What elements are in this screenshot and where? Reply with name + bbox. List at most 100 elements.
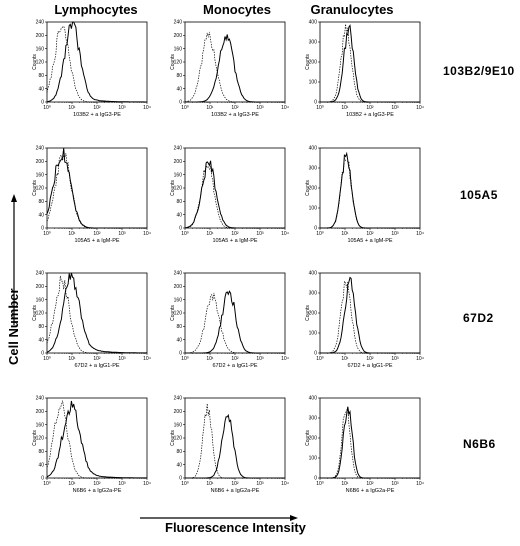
x-tick-label: 10³	[391, 356, 399, 362]
y-tick-label: 0	[314, 351, 317, 357]
histogram-panel: 0 100 200 300 400 Counts 10⁰ 10¹ 10² 10³ 10⁴ 105A5 …	[305, 146, 424, 244]
histogram-panels: 0 40 80 120 160 200 240 Counts 10⁰ 10¹ 10² 10³ 10⁴ 10…	[32, 20, 424, 494]
y-tick-label: 80	[38, 324, 44, 330]
y-tick-label: 160	[36, 46, 45, 52]
panel-caption: 103B2 + a IgG3-PE	[73, 112, 121, 118]
x-tick-label: 10¹	[341, 481, 349, 487]
histogram-panel: 0 100 200 300 400 Counts 10⁰ 10¹ 10² 10³ 10⁴ N6B6 +…	[305, 396, 424, 494]
panel-frame	[184, 397, 286, 479]
panel-y-label: Counts	[170, 180, 176, 196]
x-tick-label: 10¹	[341, 105, 349, 111]
x-tick-label: 10¹	[206, 356, 214, 362]
y-tick-label: 240	[36, 146, 45, 152]
y-tick-label: 240	[36, 271, 45, 277]
y-tick-label: 200	[309, 186, 318, 192]
stained-histogram-line	[184, 160, 285, 229]
x-tick-label: 10¹	[68, 231, 76, 237]
x-tick-label: 10⁴	[143, 231, 151, 237]
y-tick-label: 80	[38, 73, 44, 79]
panel-y-label: Counts	[32, 180, 38, 196]
y-tick-label: 40	[38, 86, 44, 92]
x-axis-title: Fluorescence Intensity	[165, 520, 307, 535]
x-axis-title-group: Fluorescence Intensity	[140, 515, 307, 535]
histogram-panel: 0 100 200 300 400 Counts 10⁰ 10¹ 10² 10³ 10⁴ 103B2 …	[305, 20, 424, 118]
x-tick-label: 10³	[118, 231, 126, 237]
y-tick-label: 300	[309, 416, 318, 422]
y-tick-label: 80	[38, 449, 44, 455]
y-tick-label: 200	[174, 33, 183, 39]
control-histogram-line	[46, 153, 147, 229]
y-tick-label: 400	[309, 396, 318, 402]
histogram-panel: 0 100 200 300 400 Counts 10⁰ 10¹ 10² 10³ 10⁴ 67D2 +…	[305, 271, 424, 369]
y-tick-label: 300	[309, 166, 318, 172]
y-tick-label: 0	[314, 476, 317, 482]
control-histogram-line	[46, 400, 147, 479]
x-tick-label: 10⁰	[316, 231, 324, 237]
x-tick-label: 10²	[231, 356, 239, 362]
stained-histogram-line	[320, 406, 420, 479]
panel-y-label: Counts	[32, 54, 38, 70]
y-tick-label: 200	[309, 60, 318, 66]
control-histogram-line	[184, 163, 285, 229]
control-histogram-line	[320, 157, 420, 229]
y-tick-label: 240	[36, 396, 45, 402]
x-tick-label: 10⁰	[316, 356, 324, 362]
panel-frame	[319, 147, 421, 229]
y-tick-label: 240	[174, 271, 183, 277]
x-tick-label: 10⁴	[281, 481, 289, 487]
panel-caption: 103B2 + a IgG3-PE	[346, 112, 394, 118]
y-tick-label: 0	[41, 476, 44, 482]
x-tick-label: 10³	[118, 356, 126, 362]
x-tick-label: 10⁰	[43, 356, 51, 362]
x-tick-label: 10¹	[341, 356, 349, 362]
y-tick-label: 120	[174, 311, 183, 317]
y-tick-label: 160	[174, 422, 183, 428]
panel-frame	[319, 397, 421, 479]
panel-frame	[319, 272, 421, 354]
y-tick-label: 40	[176, 462, 182, 468]
y-tick-label: 0	[179, 226, 182, 232]
stained-histogram-line	[46, 21, 147, 103]
panel-y-label: Counts	[170, 305, 176, 321]
x-tick-label: 10³	[256, 231, 264, 237]
stained-histogram-line	[185, 413, 285, 479]
y-tick-label: 0	[41, 351, 44, 357]
y-tick-label: 160	[36, 422, 45, 428]
y-tick-label: 40	[176, 212, 182, 218]
x-tick-label: 10³	[118, 105, 126, 111]
x-tick-label: 10⁰	[43, 481, 51, 487]
y-tick-label: 0	[314, 100, 317, 106]
control-histogram-line	[185, 403, 285, 479]
row-title-105a5: 105A5	[460, 188, 498, 202]
x-tick-label: 10¹	[206, 481, 214, 487]
stained-histogram-line	[46, 148, 147, 229]
panel-caption: 67D2 + a IgG1-PE	[347, 363, 392, 369]
panel-y-label: Counts	[170, 54, 176, 70]
y-tick-label: 240	[174, 396, 183, 402]
x-tick-label: 10³	[391, 481, 399, 487]
y-tick-label: 240	[174, 20, 183, 26]
y-tick-label: 200	[174, 409, 183, 415]
y-tick-label: 80	[176, 199, 182, 205]
x-tick-label: 10⁰	[43, 231, 51, 237]
y-tick-label: 100	[309, 80, 318, 86]
x-tick-label: 10⁴	[416, 105, 424, 111]
histogram-panel: 0 40 80 120 160 200 240 Counts 10⁰ 10¹ 10² 10³ 10⁴ 10…	[170, 20, 289, 118]
control-histogram-line	[46, 25, 147, 103]
y-tick-label: 0	[179, 476, 182, 482]
control-histogram-line	[320, 280, 420, 354]
panel-frame	[184, 21, 286, 103]
x-tick-label: 10³	[391, 105, 399, 111]
panel-y-label: Counts	[32, 305, 38, 321]
histogram-panel: 0 40 80 120 160 200 240 Counts 10⁰ 10¹ 10² 10³ 10⁴ 10…	[170, 146, 289, 244]
stained-histogram-line	[320, 151, 420, 229]
row-title-n6b6: N6B6	[463, 437, 496, 451]
panel-y-label: Counts	[305, 430, 311, 446]
x-tick-label: 10⁰	[181, 231, 189, 237]
y-tick-label: 120	[36, 60, 45, 66]
y-tick-label: 100	[309, 456, 318, 462]
y-tick-label: 40	[176, 337, 182, 343]
histogram-panel: 0 40 80 120 160 200 240 Counts 10⁰ 10¹ 10² 10³ 10⁴ N6…	[170, 396, 289, 494]
y-tick-label: 80	[38, 199, 44, 205]
